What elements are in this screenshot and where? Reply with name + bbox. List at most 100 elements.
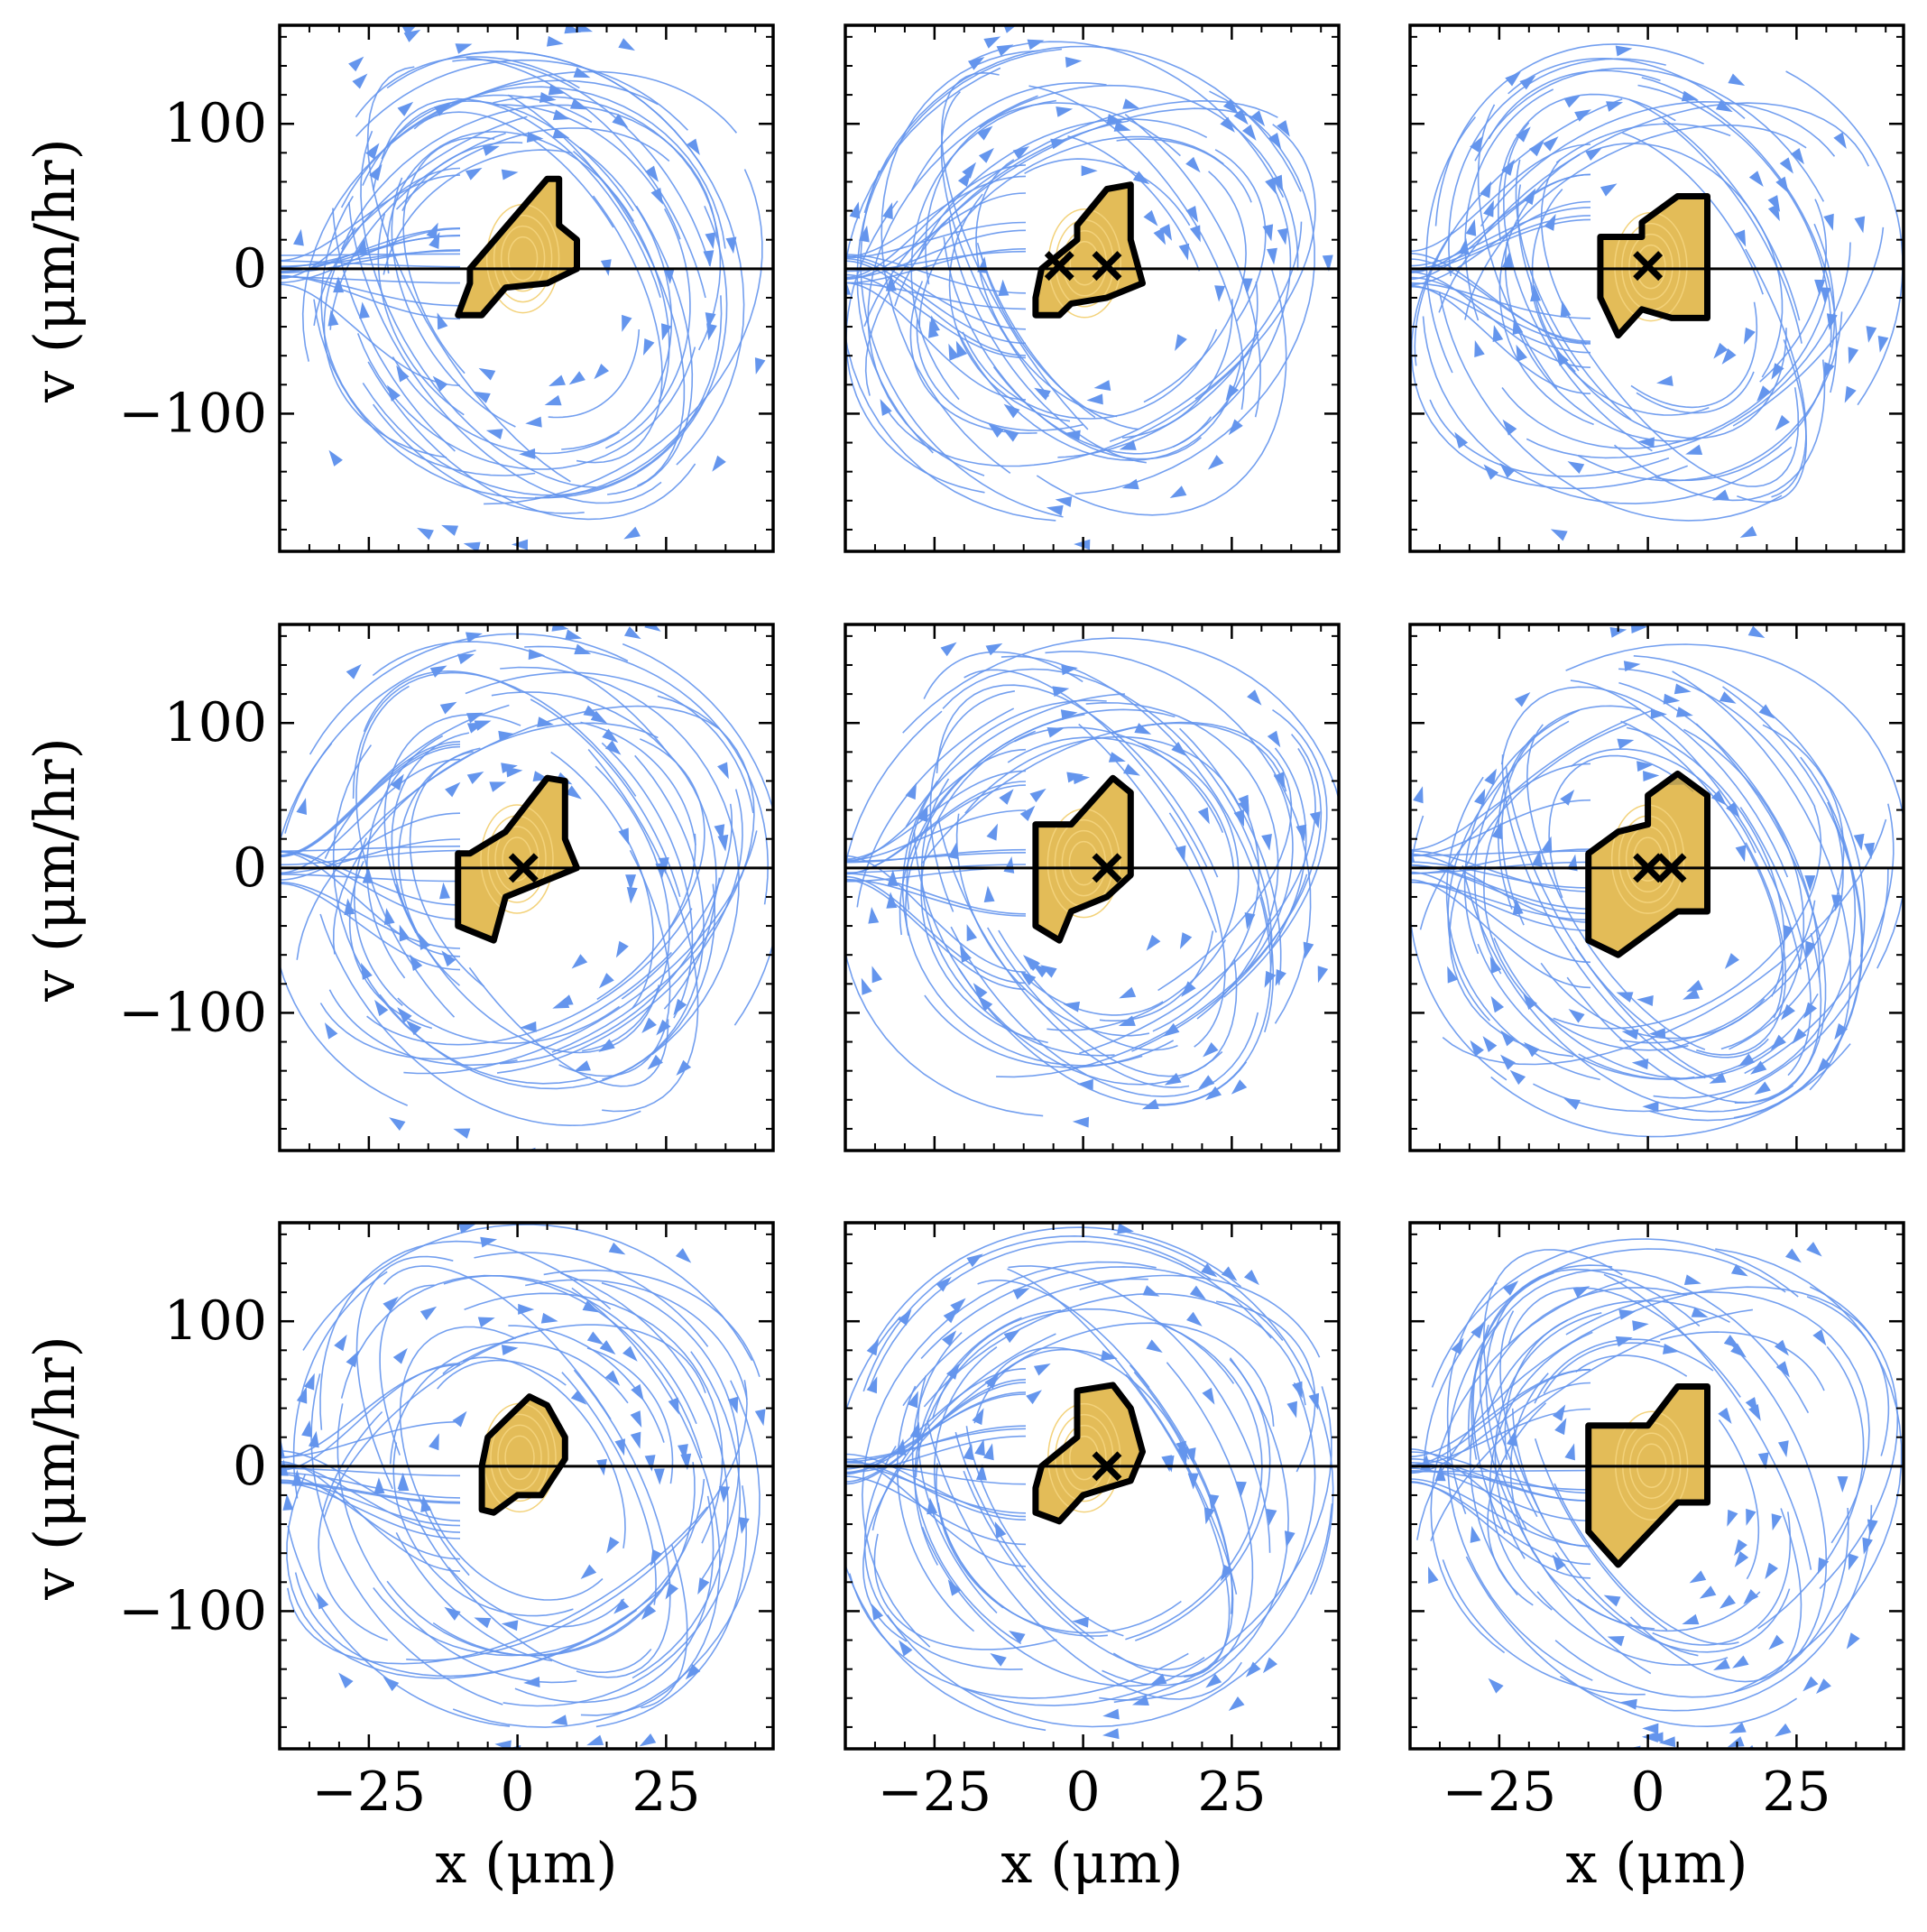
stream-arrow	[324, 1022, 338, 1040]
stream-arrow	[1046, 1172, 1064, 1183]
stream-arrow	[645, 165, 659, 182]
y-tick-label: −100	[118, 981, 267, 1044]
stream-arrow	[1072, 1116, 1090, 1128]
streamline	[906, 699, 1107, 911]
streamline	[927, 1420, 1242, 1700]
streamline	[845, 1316, 1046, 1732]
streamline	[499, 877, 721, 1065]
stream-arrow	[536, 586, 552, 596]
streamline	[318, 1410, 388, 1641]
stream-arrow	[1774, 1339, 1789, 1356]
stream-arrow	[905, 782, 917, 800]
stream-arrow	[946, 1363, 960, 1380]
stream-arrow	[1235, 1481, 1247, 1499]
streamline	[954, 1431, 1094, 1641]
streamline	[1732, 226, 1885, 427]
stream-arrow	[985, 1210, 1002, 1222]
panel-r2c2	[844, 623, 1341, 1183]
streamline	[1422, 316, 1793, 504]
stream-arrow	[432, 375, 448, 392]
stream-arrow	[1664, 572, 1681, 583]
stream-arrow	[1203, 1042, 1219, 1058]
stream-arrow	[466, 712, 484, 724]
stream-arrow	[556, 994, 574, 1006]
panel-r3c1: 100 0 −100 v (μm/hr) −25 0 25x (μm)	[22, 1221, 775, 1896]
streamline	[1497, 734, 1536, 910]
streamline	[871, 1226, 1242, 1350]
streamline	[845, 175, 1027, 258]
streamline	[989, 1322, 1275, 1427]
stream-arrow	[859, 225, 870, 243]
stream-arrow	[1646, 600, 1662, 611]
stream-arrow	[511, 539, 529, 550]
core-region-outline	[1585, 770, 1710, 958]
stream-arrow	[1470, 135, 1483, 153]
stream-arrow	[1765, 1562, 1778, 1580]
streamline	[905, 713, 1085, 936]
stream-arrow	[1712, 1659, 1730, 1671]
streamline	[975, 159, 1118, 418]
stream-arrow	[1267, 247, 1277, 265]
stream-arrow	[392, 1347, 408, 1364]
core-contour	[490, 1413, 549, 1502]
y-tick-label: 0	[233, 1435, 267, 1498]
stream-arrow	[1214, 285, 1226, 302]
stream-arrow	[1117, 1223, 1135, 1234]
stream-arrow	[1867, 1519, 1878, 1537]
streamline	[392, 1442, 574, 1617]
stream-arrow	[1877, 335, 1889, 353]
stream-arrow	[717, 834, 729, 852]
streamline	[395, 1532, 553, 1662]
stream-arrow	[983, 885, 995, 902]
panel-frame	[844, 623, 1341, 1152]
streamline	[1570, 679, 1802, 970]
stream-arrow	[540, 1312, 558, 1324]
streamline	[1434, 43, 1704, 226]
panel-r3c3: −25 0 25x (μm)	[1408, 1221, 1905, 1896]
stream-arrow	[1512, 318, 1524, 336]
streamline	[309, 633, 629, 755]
stream-arrow	[680, 1453, 692, 1471]
streamline	[998, 929, 1178, 1051]
streamline	[1410, 253, 1591, 344]
stream-arrow	[361, 962, 373, 980]
stream-arrow	[1501, 159, 1516, 176]
stream-arrow	[1823, 213, 1834, 231]
stream-arrow	[973, 983, 988, 1000]
stream-arrow	[1502, 419, 1517, 436]
stream-arrow	[1121, 478, 1139, 490]
streamline	[1125, 1373, 1231, 1678]
stream-arrow	[1241, 124, 1257, 141]
streamline	[1472, 1264, 1613, 1534]
stream-arrow	[389, 1117, 406, 1132]
streamline	[1442, 818, 1887, 1066]
streamline	[622, 642, 773, 1026]
streamline	[280, 1420, 461, 1458]
stream-arrow	[399, 924, 410, 942]
core-region-outline	[478, 1393, 568, 1516]
streamline	[845, 164, 1027, 279]
stream-arrow	[927, 1497, 938, 1515]
stream-arrow	[1052, 686, 1070, 698]
stream-arrow	[1474, 339, 1485, 357]
stream-arrow	[1159, 224, 1173, 241]
core-region-outline	[1032, 181, 1146, 319]
stream-arrow	[1734, 229, 1747, 247]
streamline	[280, 253, 461, 256]
streamline	[845, 250, 1027, 273]
streamline	[1109, 221, 1303, 443]
streamline	[394, 883, 660, 1054]
stream-arrow	[1585, 147, 1602, 161]
streamline	[1540, 962, 1766, 1040]
streamline	[392, 356, 621, 455]
stream-arrow	[975, 1464, 987, 1481]
streamline	[1410, 1382, 1591, 1474]
stream-arrow	[1735, 845, 1747, 863]
core-contour	[1062, 1424, 1107, 1492]
streamline	[1410, 850, 1591, 857]
stream-arrow	[1434, 1465, 1446, 1482]
streamline	[962, 328, 1218, 420]
stream-arrow	[719, 1486, 730, 1503]
stream-arrow	[1592, 1766, 1609, 1777]
stream-arrow	[1699, 1585, 1717, 1599]
